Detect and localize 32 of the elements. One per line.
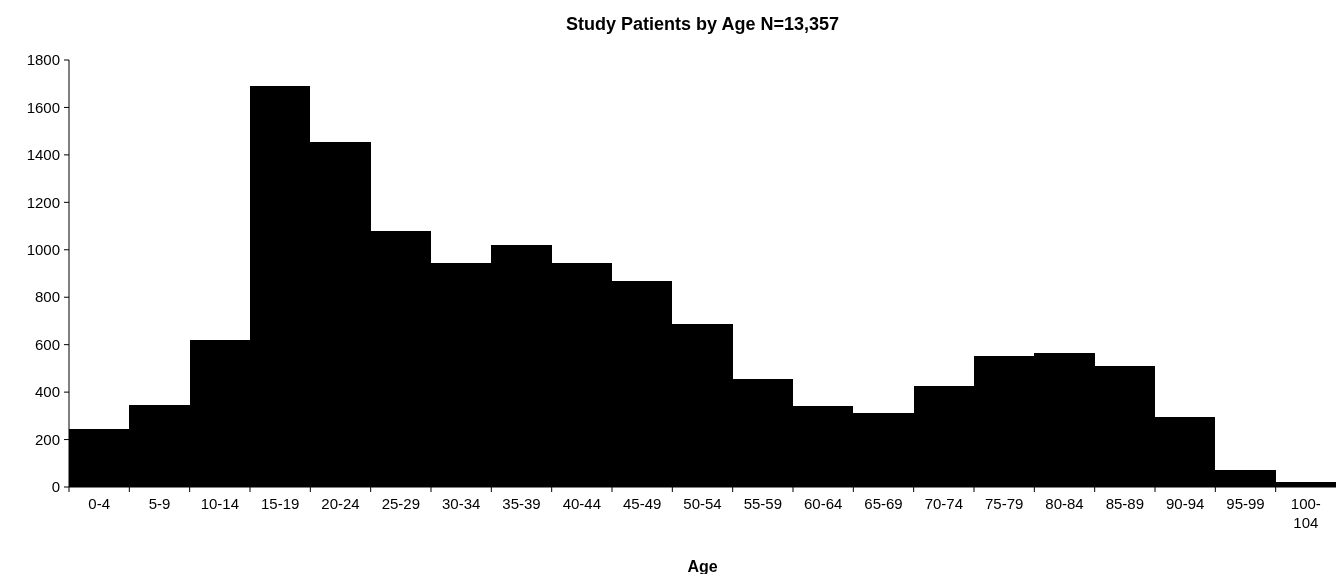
x-tick-label: 75-79 <box>984 495 1024 512</box>
y-tick-label: 400 <box>34 383 60 401</box>
y-tick-label: 0 <box>51 478 60 496</box>
x-tick-label: 15-19 <box>260 495 300 512</box>
y-tick-label: 1400 <box>26 146 60 164</box>
x-tick-label: 40-44 <box>562 495 602 512</box>
chart-title: Study Patients by Age N=13,357 <box>566 14 839 34</box>
x-tick-label: 90-94 <box>1165 495 1205 512</box>
x-tick-label: 20-24 <box>321 495 360 512</box>
x-tick-label: 80-84 <box>1045 495 1084 512</box>
y-tick-label: 800 <box>34 288 60 306</box>
x-tick-label: 25-29 <box>381 495 421 512</box>
x-tick-label: 70-74 <box>924 495 964 512</box>
x-tick-label: 10-14 <box>200 495 240 512</box>
y-tick-label: 600 <box>34 335 60 353</box>
x-tick-label: 50-54 <box>683 495 722 512</box>
y-tick-label: 1200 <box>26 193 60 211</box>
x-tick-label: 45-49 <box>622 495 662 512</box>
x-tick-label: 5-9 <box>148 495 171 512</box>
x-tick-label: 100-104 <box>1290 495 1321 531</box>
x-tick-label: 0-4 <box>88 495 111 512</box>
x-tick-label: 60-64 <box>803 495 843 512</box>
x-tick-label: 35-39 <box>502 495 541 512</box>
y-tick-label: 1000 <box>26 241 60 259</box>
y-tick-label: 1800 <box>26 51 60 69</box>
y-tick-label: 1600 <box>26 98 60 116</box>
x-tick-label: 85-89 <box>1105 495 1145 512</box>
y-tick-label: 200 <box>34 430 60 448</box>
x-tick-label: 30-34 <box>441 495 481 512</box>
x-tick-label: 65-69 <box>864 495 903 512</box>
x-tick-label: 55-59 <box>743 495 783 512</box>
x-tick-label: 95-99 <box>1226 495 1265 512</box>
